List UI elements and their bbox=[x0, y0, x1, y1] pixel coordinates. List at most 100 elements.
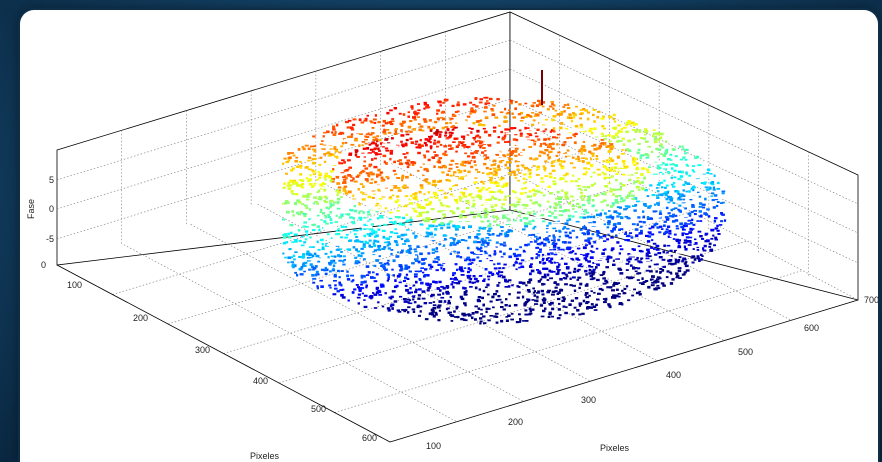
surface-point bbox=[524, 126, 527, 130]
surface-point bbox=[347, 190, 352, 194]
surface-point bbox=[691, 204, 695, 207]
surface-point bbox=[644, 280, 649, 282]
surface-point bbox=[501, 275, 506, 279]
surface-point bbox=[478, 194, 482, 197]
surface-point bbox=[503, 198, 507, 201]
surface-point bbox=[645, 156, 650, 159]
surface-point bbox=[363, 223, 366, 226]
surface-point bbox=[332, 264, 336, 267]
surface-point bbox=[496, 98, 500, 101]
surface-point bbox=[303, 241, 307, 244]
surface-point bbox=[322, 135, 325, 138]
surface-point bbox=[696, 249, 700, 251]
surface-point bbox=[538, 103, 543, 106]
surface-point bbox=[434, 154, 438, 157]
surface-point bbox=[532, 194, 536, 197]
surface-point bbox=[427, 252, 431, 255]
surface-point bbox=[653, 137, 657, 141]
surface-point bbox=[590, 270, 595, 273]
surface-point bbox=[470, 165, 474, 169]
surface-point bbox=[329, 286, 332, 289]
surface-point bbox=[573, 114, 577, 117]
surface-point bbox=[400, 233, 405, 237]
surface-point bbox=[542, 220, 546, 223]
surface-point bbox=[400, 129, 403, 132]
surface-point bbox=[555, 197, 559, 200]
surface-point bbox=[385, 129, 390, 131]
surface-point bbox=[547, 185, 551, 188]
surface-point bbox=[391, 268, 394, 271]
surface-point bbox=[433, 120, 438, 124]
surface-point bbox=[312, 277, 317, 280]
surface-point bbox=[338, 191, 341, 194]
surface-point bbox=[592, 113, 595, 117]
surface-point bbox=[367, 211, 370, 213]
surface-gap bbox=[669, 235, 682, 238]
surface-point bbox=[591, 277, 596, 280]
surface-point bbox=[678, 239, 682, 242]
surface-point bbox=[565, 247, 569, 249]
surface-point bbox=[483, 154, 487, 157]
surface-point bbox=[494, 180, 498, 184]
surface-point bbox=[583, 232, 587, 236]
surface-point bbox=[519, 318, 522, 320]
surface-point bbox=[508, 158, 512, 161]
surface-point bbox=[629, 232, 633, 234]
surface-point bbox=[407, 125, 412, 129]
surface-point bbox=[338, 276, 341, 279]
surface-point bbox=[412, 128, 416, 131]
surface-point bbox=[472, 103, 476, 106]
surface-point bbox=[623, 233, 628, 235]
surface-point bbox=[673, 207, 678, 210]
surface-point bbox=[487, 172, 491, 175]
surface-point bbox=[395, 232, 399, 235]
surface-point bbox=[588, 150, 592, 154]
surface-point bbox=[300, 184, 303, 187]
surface-point bbox=[492, 208, 496, 212]
surface-point bbox=[537, 138, 541, 141]
surface-point bbox=[654, 209, 658, 213]
surface-point bbox=[596, 278, 600, 282]
surface-point bbox=[622, 143, 626, 146]
surface-point bbox=[305, 177, 309, 180]
surface-point bbox=[428, 232, 432, 236]
surface-point bbox=[623, 165, 628, 168]
surface-point bbox=[320, 238, 324, 242]
surface-point bbox=[596, 194, 600, 197]
surface-point bbox=[551, 315, 554, 318]
surface-point bbox=[282, 162, 285, 165]
surface-point bbox=[674, 260, 678, 262]
surface-point bbox=[564, 180, 568, 183]
surface-point bbox=[375, 291, 379, 294]
surface-point bbox=[387, 275, 390, 278]
surface-point bbox=[334, 155, 339, 158]
surface-point bbox=[329, 202, 332, 205]
surface-point bbox=[647, 205, 650, 208]
surface-point bbox=[653, 203, 657, 206]
surface-point bbox=[666, 270, 670, 273]
surface-point bbox=[365, 241, 370, 244]
surface-point bbox=[342, 260, 345, 263]
surface-point bbox=[383, 223, 387, 226]
surface-point bbox=[459, 215, 462, 218]
surface-point bbox=[417, 294, 422, 297]
surface-point bbox=[533, 115, 537, 117]
surface-point bbox=[398, 281, 402, 284]
surface-point bbox=[559, 288, 564, 292]
surface-point bbox=[365, 274, 370, 276]
surface-point bbox=[495, 174, 498, 177]
surface-point bbox=[396, 160, 400, 162]
surface-point bbox=[714, 198, 719, 201]
surface-point bbox=[427, 158, 431, 162]
surface-point bbox=[557, 291, 561, 294]
surface-point bbox=[432, 156, 435, 159]
surface-point bbox=[640, 187, 644, 190]
surface-point bbox=[458, 266, 463, 269]
surface-point bbox=[309, 236, 312, 239]
surface-point bbox=[360, 191, 363, 194]
surface-point bbox=[350, 274, 354, 277]
surface-point bbox=[656, 226, 660, 229]
surface-point bbox=[311, 223, 315, 227]
surface-point bbox=[405, 250, 409, 253]
surface-point bbox=[560, 160, 565, 163]
